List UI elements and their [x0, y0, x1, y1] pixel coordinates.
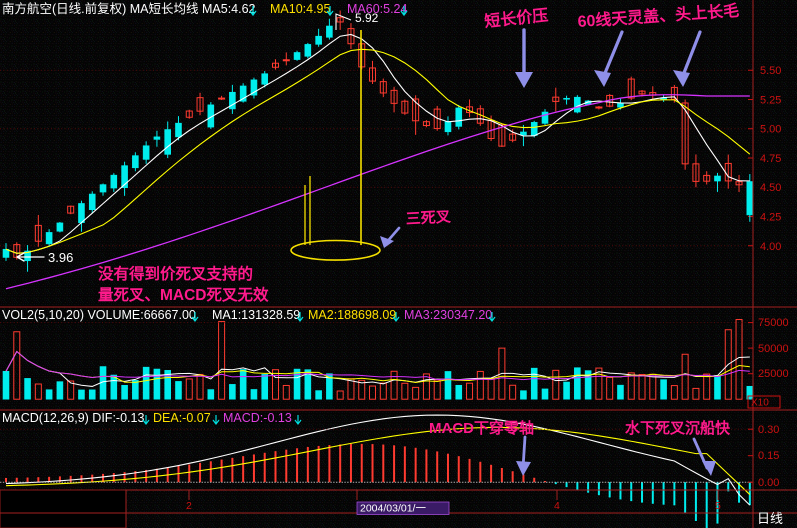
svg-text:5.25: 5.25	[760, 94, 781, 106]
svg-text:VOL2(5,10,20) VOLUME:66667.00: VOL2(5,10,20) VOLUME:66667.00	[2, 308, 196, 322]
svg-text:0.00: 0.00	[758, 477, 779, 489]
svg-text:MA3:230347.20: MA3:230347.20	[404, 308, 492, 322]
svg-text:2: 2	[186, 500, 192, 512]
svg-text:4: 4	[554, 500, 560, 512]
svg-text:MA1:131328.59: MA1:131328.59	[212, 308, 300, 322]
svg-text:X10: X10	[751, 398, 769, 409]
svg-text:0.15: 0.15	[758, 450, 779, 462]
svg-text:4.75: 4.75	[760, 153, 781, 165]
svg-text:量死叉、MACD死叉无效: 量死叉、MACD死叉无效	[98, 285, 269, 304]
svg-text:2004/03/01/一: 2004/03/01/一	[360, 503, 426, 515]
svg-text:5.92: 5.92	[355, 11, 379, 25]
svg-text:5: 5	[715, 500, 721, 512]
svg-text:水下死叉沉船快: 水下死叉沉船快	[625, 419, 731, 437]
svg-text:没有得到价死叉支持的: 没有得到价死叉支持的	[98, 264, 253, 283]
svg-text:MACD:-0.13: MACD:-0.13	[223, 411, 292, 425]
svg-text:日线: 日线	[757, 511, 783, 526]
svg-text:0.30: 0.30	[758, 424, 779, 436]
svg-text:3.96: 3.96	[48, 250, 73, 265]
svg-text:50000: 50000	[758, 343, 789, 355]
svg-text:MACD下穿零轴: MACD下穿零轴	[429, 419, 534, 437]
svg-text:MA10:4.95: MA10:4.95	[270, 2, 331, 16]
svg-text:MACD(12,26,9) DIF:-0.13: MACD(12,26,9) DIF:-0.13	[2, 411, 144, 425]
svg-text:5.00: 5.00	[760, 124, 781, 136]
svg-text:DEA:-0.07: DEA:-0.07	[153, 411, 211, 425]
svg-text:5.50: 5.50	[760, 65, 781, 77]
svg-text:南方航空(日线.前复权) MA短长均线 MA5:4.62: 南方航空(日线.前复权) MA短长均线 MA5:4.62	[2, 1, 256, 16]
svg-text:三死叉: 三死叉	[405, 209, 452, 228]
svg-text:75000: 75000	[758, 317, 789, 329]
svg-text:25000: 25000	[758, 368, 789, 380]
svg-text:4.50: 4.50	[760, 182, 781, 194]
svg-text:4.25: 4.25	[760, 211, 781, 223]
svg-text:4.00: 4.00	[760, 241, 781, 253]
svg-text:MA2:188698.09: MA2:188698.09	[308, 308, 396, 322]
